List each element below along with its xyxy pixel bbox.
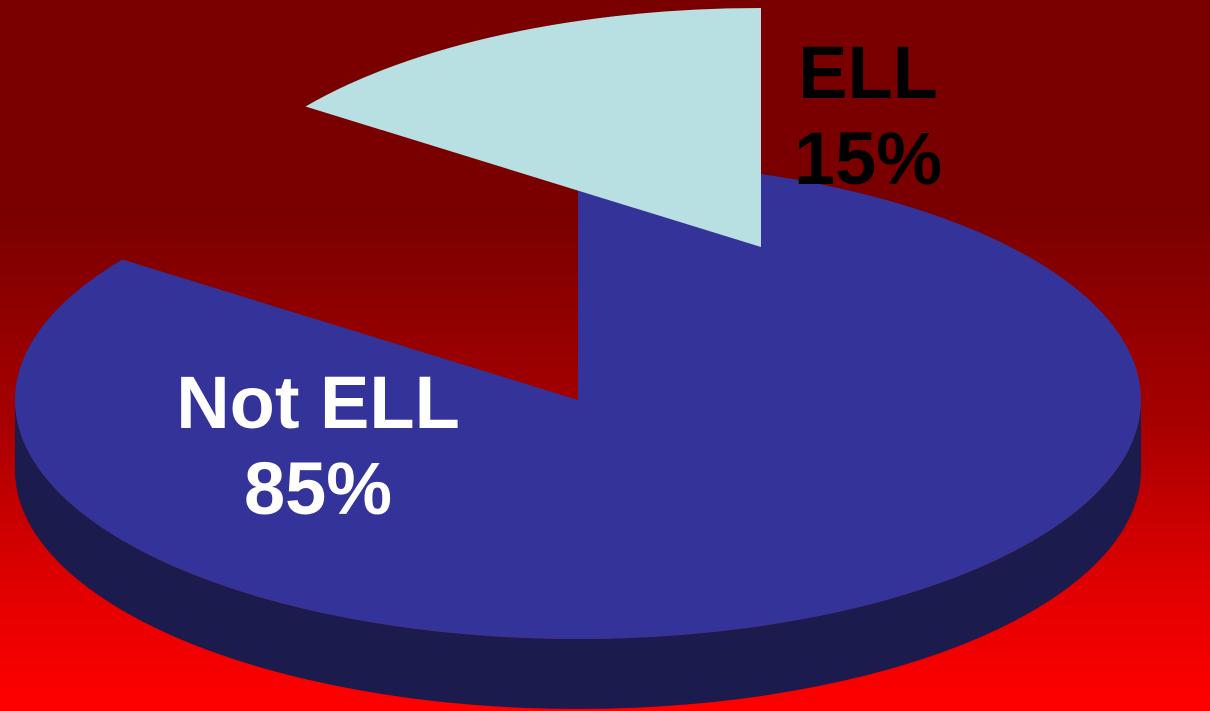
slice-label-not-ell: Not ELL bbox=[176, 361, 460, 444]
pie-slice-side-not-ell bbox=[15, 400, 1141, 709]
pie-slice-ell bbox=[305, 7, 761, 247]
pie-side-layer bbox=[15, 400, 1141, 709]
pie-top-layer bbox=[14, 7, 1141, 639]
slice-value-label-not-ell: 85% bbox=[244, 447, 392, 530]
slice-value-label-ell: 15% bbox=[794, 117, 942, 200]
pie-slice-not-ell bbox=[14, 161, 1141, 639]
slice-label-ell: ELL bbox=[798, 31, 938, 114]
